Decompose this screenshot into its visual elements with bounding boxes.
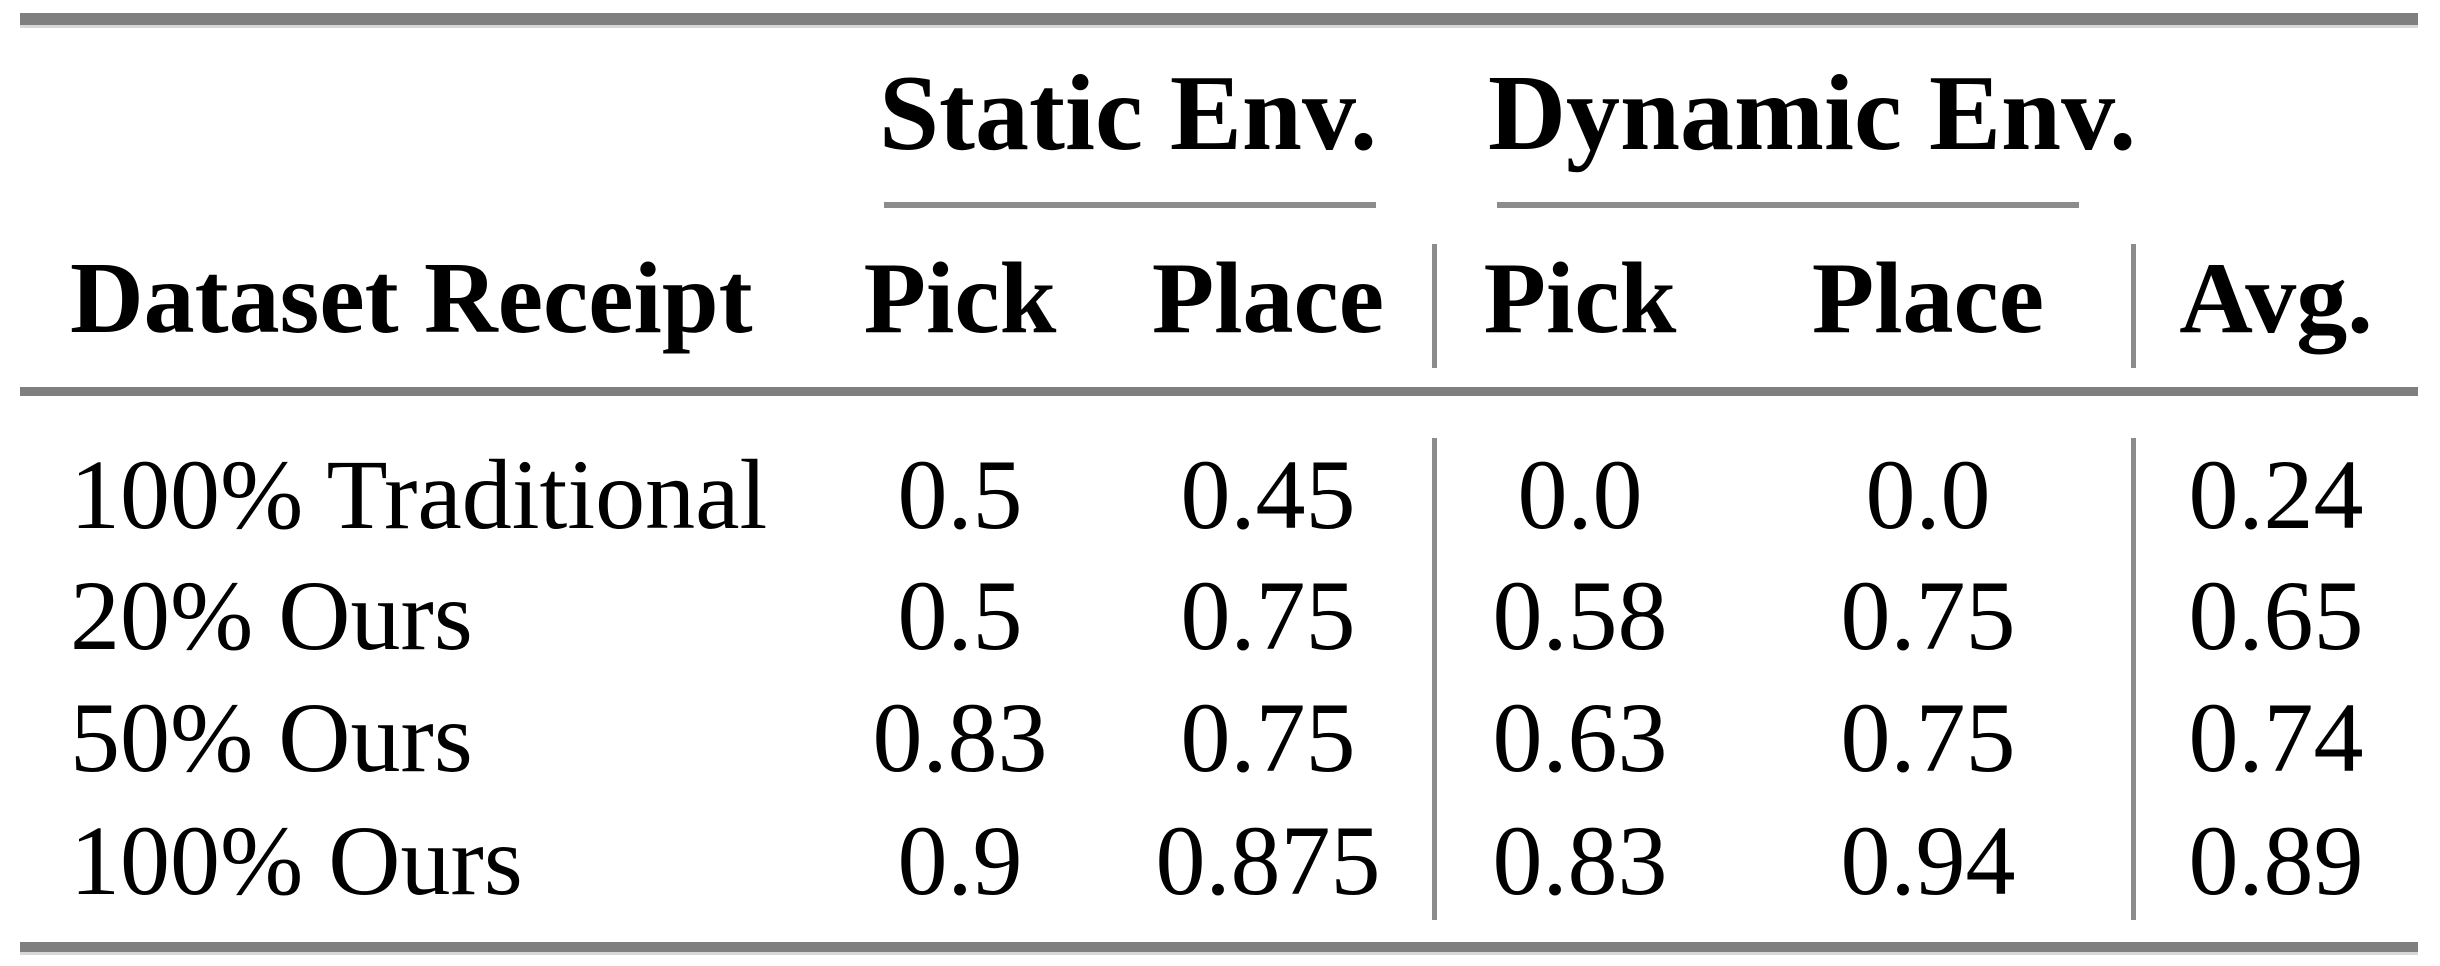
row-label: 100% Traditional bbox=[70, 439, 768, 550]
col-header-static-place: Place bbox=[1151, 242, 1385, 355]
table-row: 100% Ours 0.9 0.875 0.83 0.94 0.89 bbox=[0, 800, 2440, 922]
table-cell: 0.63 bbox=[1492, 682, 1668, 793]
col-header-dynamic-pick: Pick bbox=[1483, 242, 1677, 355]
table-cell: 0.0 bbox=[1865, 439, 1991, 550]
table-cell: 0.89 bbox=[2188, 805, 2364, 916]
col-header-avg: Avg. bbox=[2179, 242, 2373, 355]
table-cell: 0.9 bbox=[897, 805, 1023, 916]
table-cell: 0.94 bbox=[1840, 805, 2016, 916]
group-header-row: Static Env. Dynamic Env. bbox=[0, 54, 2440, 174]
col-header-static-pick: Pick bbox=[863, 242, 1057, 355]
table-cell: 0.75 bbox=[1840, 560, 2016, 671]
row-label: 50% Ours bbox=[70, 682, 473, 793]
column-header-row: Dataset Receipt Pick Place Pick Place Av… bbox=[0, 234, 2440, 364]
table-cell: 0.45 bbox=[1180, 439, 1356, 550]
header-vertical-rule-2 bbox=[2131, 244, 2136, 368]
table-cell: 0.75 bbox=[1180, 682, 1356, 793]
top-rule bbox=[20, 13, 2418, 28]
body-vertical-rule-1 bbox=[1432, 438, 1437, 920]
table-cell: 0.24 bbox=[2188, 439, 2364, 550]
table-cell: 0.58 bbox=[1492, 560, 1668, 671]
table-cell: 0.65 bbox=[2188, 560, 2364, 671]
col-header-dataset-receipt: Dataset Receipt bbox=[70, 242, 753, 355]
header-vertical-rule-1 bbox=[1432, 244, 1437, 368]
bottom-rule bbox=[20, 942, 2418, 955]
static-env-underline-rule bbox=[884, 202, 1376, 208]
dynamic-env-underline-rule bbox=[1497, 202, 2079, 208]
table-row: 100% Traditional 0.5 0.45 0.0 0.0 0.24 bbox=[0, 434, 2440, 556]
table-cell: 0.0 bbox=[1517, 439, 1643, 550]
table-cell: 0.5 bbox=[897, 560, 1023, 671]
group-header-dynamic-env: Dynamic Env. bbox=[1488, 54, 2137, 173]
header-separator-rule bbox=[20, 387, 2418, 396]
table-row: 50% Ours 0.83 0.75 0.63 0.75 0.74 bbox=[0, 677, 2440, 799]
table-cell: 0.75 bbox=[1840, 682, 2016, 793]
body-vertical-rule-2 bbox=[2131, 438, 2136, 920]
table-cell: 0.74 bbox=[2188, 682, 2364, 793]
group-header-static-env: Static Env. bbox=[878, 54, 1378, 173]
row-label: 20% Ours bbox=[70, 560, 473, 671]
table-cell: 0.75 bbox=[1180, 560, 1356, 671]
table-cell: 0.83 bbox=[1492, 805, 1668, 916]
table-cell: 0.5 bbox=[897, 439, 1023, 550]
table-cell: 0.875 bbox=[1155, 805, 1381, 916]
table-row: 20% Ours 0.5 0.75 0.58 0.75 0.65 bbox=[0, 555, 2440, 677]
col-header-dynamic-place: Place bbox=[1811, 242, 2045, 355]
table-cell: 0.83 bbox=[872, 682, 1048, 793]
row-label: 100% Ours bbox=[70, 805, 523, 916]
